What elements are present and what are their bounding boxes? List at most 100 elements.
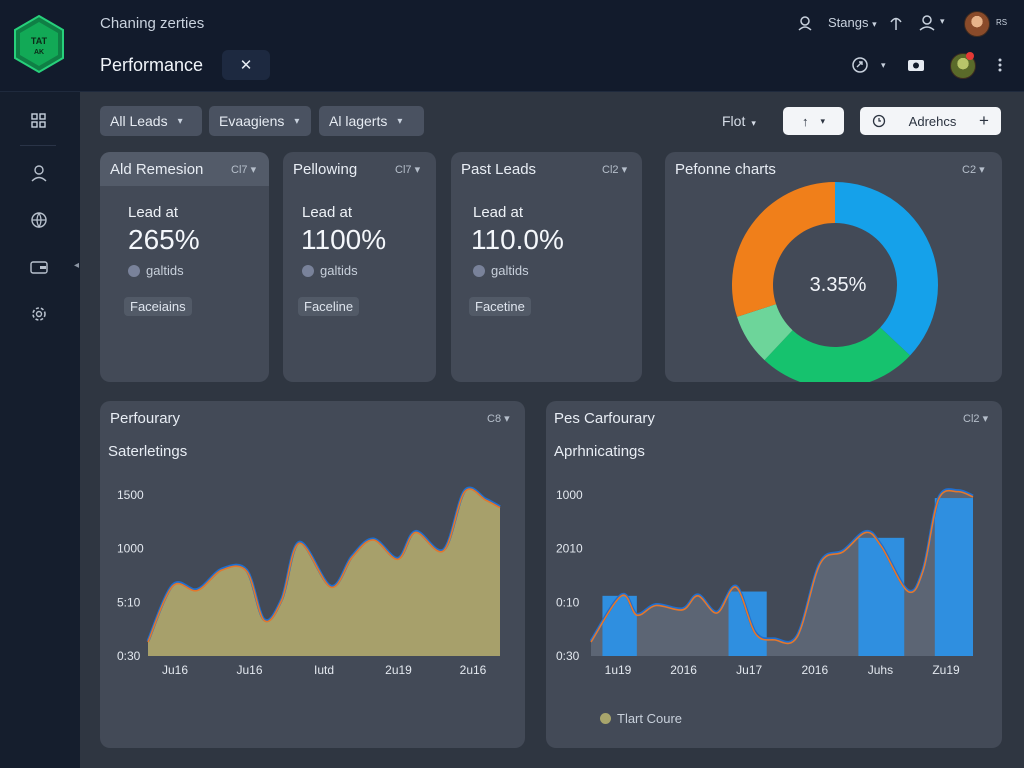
target-filter-dropdown[interactable]: Al lagerts ▾ [319, 106, 424, 136]
share-chevron-icon[interactable]: ▾ [881, 60, 886, 70]
chevron-down-icon: ▾ [872, 19, 877, 29]
wallet-icon[interactable] [28, 256, 50, 278]
campaign-filter-label: Evaagiens [219, 113, 285, 129]
avatar-status-label: RS [996, 18, 1008, 27]
chart-subtitle: Aprhnicatings [554, 443, 645, 460]
app-logo[interactable]: TAT AK [12, 14, 66, 74]
donut-slice-1[interactable] [764, 327, 911, 382]
y-tick-label: 1500 [117, 488, 144, 502]
settings-label: Stangs [828, 15, 869, 30]
sort-button[interactable]: ↑ ▾ [783, 107, 844, 135]
chevron-down-icon: ▾ [250, 164, 257, 176]
donut-slice-2[interactable] [737, 304, 793, 361]
metric-card-3: Past Leads Cl2 ▾ Lead at 110.0% galtids … [451, 152, 642, 382]
add-icon: + [979, 111, 989, 130]
sidebar-divider [20, 145, 56, 146]
profile-icon[interactable] [918, 14, 938, 32]
page-title: Performance [100, 55, 203, 76]
more-vertical-icon[interactable] [996, 56, 1004, 74]
metric-value: 1100% [301, 224, 387, 255]
x-tick-label: Iutd [314, 663, 334, 677]
card-menu-button[interactable]: Cl2 ▾ [602, 163, 627, 176]
card-menu-label: Cl2 [963, 413, 980, 425]
metric-card-1: Ald Remesion Cl7 ▾ Lead at 265% galtids … [100, 152, 269, 382]
user-icon[interactable] [28, 162, 50, 184]
grid-icon[interactable] [28, 110, 50, 132]
chevron-down-icon: ▾ [294, 115, 300, 127]
advance-button[interactable]: Adrehcs + [860, 107, 1001, 135]
donut-card-title: Pefonne charts [675, 161, 776, 178]
profile-chevron-icon[interactable]: ▾ [940, 16, 945, 26]
bar-2[interactable] [858, 537, 905, 656]
donut-slice-3[interactable] [732, 182, 835, 317]
card-menu-button[interactable]: C8 ▾ [487, 412, 510, 425]
user-outline-icon[interactable] [796, 14, 814, 32]
donut-chart: 3.35% [732, 182, 938, 382]
donut-slice-0[interactable] [835, 182, 938, 356]
y-tick-label: 1000 [117, 542, 144, 556]
share-icon[interactable] [851, 56, 869, 74]
metric-legend: galtids [473, 263, 529, 278]
chevron-down-icon: ▾ [979, 164, 985, 176]
flot-dropdown[interactable]: Flot ▾ [722, 113, 756, 129]
user-avatar[interactable] [964, 11, 990, 37]
campaign-filter-dropdown[interactable]: Evaagiens ▾ [209, 106, 311, 136]
close-icon: ✕ [239, 57, 253, 74]
logo-text-top: TAT [31, 36, 48, 46]
camera-icon[interactable] [906, 56, 926, 74]
bar-3[interactable] [934, 498, 973, 656]
chart-legend-label: Tlart Coure [617, 711, 683, 726]
settings-gear-icon[interactable] [28, 303, 50, 325]
logo-text-bottom: AK [34, 49, 44, 56]
collapse-sidebar-icon[interactable]: ◂ [74, 260, 80, 271]
metric-tag[interactable]: Facetine [469, 297, 531, 316]
y-tick-label: 1000 [556, 488, 583, 502]
card-menu-label: C2 [962, 164, 977, 176]
chevron-down-icon: ▾ [177, 115, 183, 127]
card-menu-button[interactable]: C2 ▾ [962, 163, 985, 176]
metric-tag[interactable]: Faceiains [124, 297, 192, 316]
legend-dot [128, 264, 140, 277]
lead-filter-dropdown[interactable]: All Leads ▾ [100, 106, 202, 136]
legend-dot [600, 713, 611, 724]
chevron-down-icon: ▾ [414, 164, 421, 176]
metric-value: 110.0% [471, 224, 564, 255]
x-tick-label: Ju16 [236, 663, 262, 677]
metric-card-2: Pellowing Cl7 ▾ Lead at 1100% galtids Fa… [283, 152, 436, 382]
app-title: Chaning zerties [100, 15, 205, 32]
metric-card-title: Ald Remesion [110, 161, 204, 178]
metric-tag[interactable]: Faceline [298, 297, 360, 316]
card-menu-button[interactable]: Cl7 ▾ [231, 163, 256, 176]
bar-1[interactable] [728, 591, 767, 656]
card-menu-button[interactable]: Cl7 ▾ [395, 163, 420, 176]
x-tick-label: Juhs [868, 663, 893, 677]
y-tick-label: 0:30 [117, 649, 141, 663]
area-chart-card-2: Pes Carfourary Cl2 ▾ Aprhnicatings 0:30 0… [546, 401, 1002, 748]
donut-chart-card: Pefonne charts C2 ▾ 3.35% [665, 152, 1002, 382]
metric-card-title: Pellowing [293, 161, 358, 178]
area-fill [591, 490, 973, 656]
card-menu-label: C8 [487, 413, 502, 425]
legend-dot [302, 264, 314, 277]
metric-card-header [100, 152, 269, 186]
close-tab-button[interactable]: ✕ [222, 50, 270, 80]
card-menu-label: Cl7 [395, 164, 412, 176]
x-tick-label: 2016 [801, 663, 828, 677]
x-tick-label: 2016 [670, 663, 697, 677]
globe-icon[interactable] [28, 209, 50, 231]
metric-legend: galtids [128, 263, 184, 278]
advance-label: Adrehcs [908, 113, 957, 129]
x-tick-label: Ju16 [162, 663, 188, 677]
settings-dropdown[interactable]: Stangs ▾ [828, 15, 877, 30]
metric-legend-label: galtids [146, 263, 184, 278]
chevron-down-icon: ▾ [504, 413, 510, 425]
y-tick-label: 0:10 [556, 595, 580, 609]
metric-value: 265% [128, 224, 200, 255]
area-chart-1: 0:30 5:10 1000 1500 Ju16 Ju16 Iutd 2u19 2u16 [117, 486, 501, 677]
card-menu-button[interactable]: Cl2 ▾ [963, 412, 988, 425]
notification-badge [966, 52, 974, 60]
x-tick-label: 1u19 [605, 663, 632, 677]
series-line [590, 489, 974, 645]
antenna-icon[interactable] [888, 14, 904, 32]
y-tick-label: 5:10 [117, 595, 141, 609]
